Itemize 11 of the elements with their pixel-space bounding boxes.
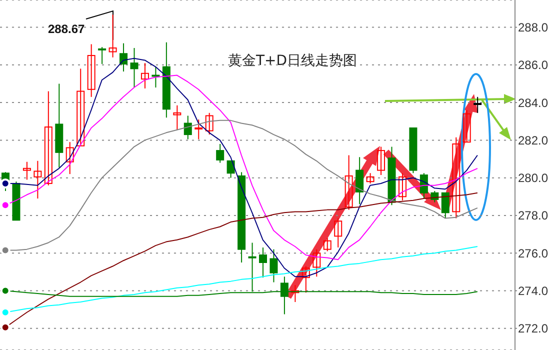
annotation: 288.67 bbox=[48, 22, 86, 36]
y-tick-label: 286.0 bbox=[518, 58, 548, 72]
y-tick-label: 288.0 bbox=[518, 20, 548, 35]
y-tick-label: 274.0 bbox=[518, 284, 548, 298]
y-tick-label: 276.0 bbox=[518, 246, 548, 260]
y-tick-label: 278.0 bbox=[518, 208, 548, 223]
y-tick-label: 282.0 bbox=[518, 133, 548, 148]
y-tick-label: 284.0 bbox=[518, 96, 548, 110]
y-tick-label: 280.0 bbox=[518, 171, 548, 186]
text: 黄金T+D日线走势图 bbox=[228, 53, 358, 69]
y-tick-label: 272.0 bbox=[518, 322, 548, 336]
